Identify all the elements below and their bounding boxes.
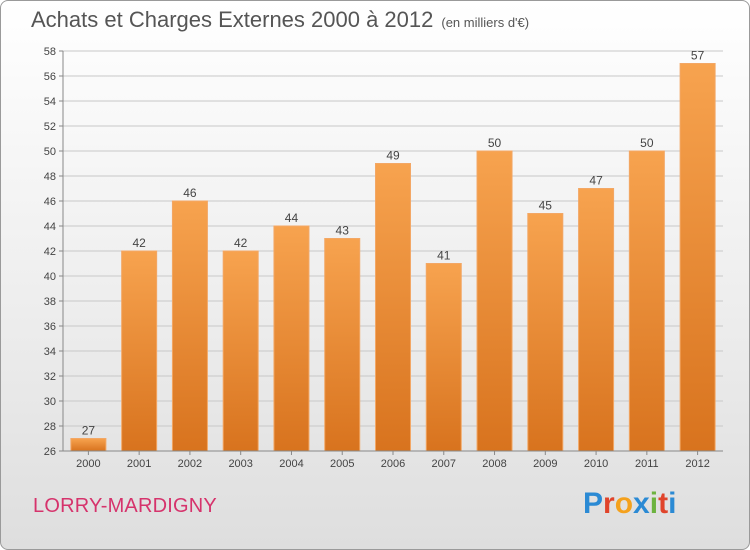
y-tick-label: 28 <box>44 421 56 433</box>
y-tick-label: 54 <box>44 96 56 108</box>
bar-2004 <box>273 225 310 452</box>
data-label-2009: 45 <box>539 199 553 213</box>
y-tick-label: 46 <box>44 196 56 208</box>
data-label-2005: 43 <box>336 224 350 238</box>
x-tick-label-2012: 2012 <box>685 458 709 470</box>
data-label-2002: 46 <box>183 186 197 200</box>
bar-2012 <box>679 63 716 452</box>
y-tick-label: 56 <box>44 71 56 83</box>
data-label-2011: 50 <box>640 136 654 150</box>
x-tick-label-2011: 2011 <box>635 458 659 470</box>
y-tick-label: 58 <box>44 46 56 58</box>
commune-name: LORRY-MARDIGNY <box>33 495 217 517</box>
data-label-2001: 42 <box>132 236 146 250</box>
bar-2003 <box>222 250 259 452</box>
data-label-2000: 27 <box>82 424 96 438</box>
bar-2006 <box>375 163 411 452</box>
x-tick-label-2008: 2008 <box>482 458 506 470</box>
y-tick-label: 32 <box>44 371 56 383</box>
bar-2009 <box>527 213 564 452</box>
data-label-2008: 50 <box>488 136 502 150</box>
bar-2005 <box>324 238 361 452</box>
y-tick-label: 40 <box>44 271 56 283</box>
data-label-2010: 47 <box>589 174 603 188</box>
x-tick-label-2005: 2005 <box>330 458 354 470</box>
chart-unit: (en milliers d'€) <box>441 15 530 30</box>
y-tick-label: 38 <box>44 296 56 308</box>
x-tick-label-2010: 2010 <box>584 458 608 470</box>
y-tick-label: 42 <box>44 246 56 258</box>
y-tick-label: 36 <box>44 321 56 333</box>
bar-2007 <box>425 263 462 452</box>
x-tick-label-2004: 2004 <box>279 458 303 470</box>
logo-letter: t <box>658 487 669 520</box>
data-label-2003: 42 <box>234 236 248 250</box>
y-tick-label: 50 <box>44 146 56 158</box>
data-label-2004: 44 <box>285 211 299 225</box>
chart-title-text: Achats et Charges Externes 2000 à 2012 <box>31 7 434 32</box>
x-tick-label-2006: 2006 <box>381 458 405 470</box>
y-tick-label: 30 <box>44 396 56 408</box>
chart-title: Achats et Charges Externes 2000 à 2012 (e… <box>31 7 529 33</box>
x-tick-label-2001: 2001 <box>127 458 151 470</box>
bar-2001 <box>121 250 158 452</box>
y-tick-label: 34 <box>44 346 56 358</box>
logo-letter: P <box>583 487 604 520</box>
data-label-2006: 49 <box>386 149 400 163</box>
logo-letter: o <box>614 487 634 520</box>
data-label-2007: 41 <box>437 249 451 263</box>
logo-letter: i <box>649 487 659 520</box>
logo-letter: i <box>668 487 677 520</box>
x-tick-label-2009: 2009 <box>533 458 557 470</box>
proxiti-logo: Proxiti <box>583 487 676 521</box>
x-tick-label-2007: 2007 <box>432 458 456 470</box>
data-label-2012: 57 <box>691 49 705 63</box>
bar-2002 <box>171 200 208 452</box>
x-tick-label-2002: 2002 <box>178 458 202 470</box>
bar-chart: 27 42 46 42 44 43 49 41 50 45 47 50 57 26 28 30 32 34 36 3… <box>44 46 723 470</box>
bar-2010 <box>578 188 615 452</box>
y-tick-label: 48 <box>44 171 56 183</box>
y-tick-label: 44 <box>44 221 56 233</box>
x-tick-label-2003: 2003 <box>228 458 252 470</box>
logo-letter: x <box>633 487 650 520</box>
y-tick-label: 26 <box>44 446 56 458</box>
bar-2000 <box>70 438 107 452</box>
y-tick-label: 52 <box>44 121 56 133</box>
bar-2011 <box>628 150 665 452</box>
x-tick-label-2000: 2000 <box>76 458 100 470</box>
bars-layer: 27 42 46 42 44 43 49 41 50 45 47 50 57 <box>70 49 716 452</box>
axis-layer: 26 28 30 32 34 36 38 40 42 44 46 48 50 52 54 56 58 2000 20… <box>44 46 723 470</box>
bar-2008 <box>476 150 513 452</box>
logo-letter: r <box>603 487 615 520</box>
